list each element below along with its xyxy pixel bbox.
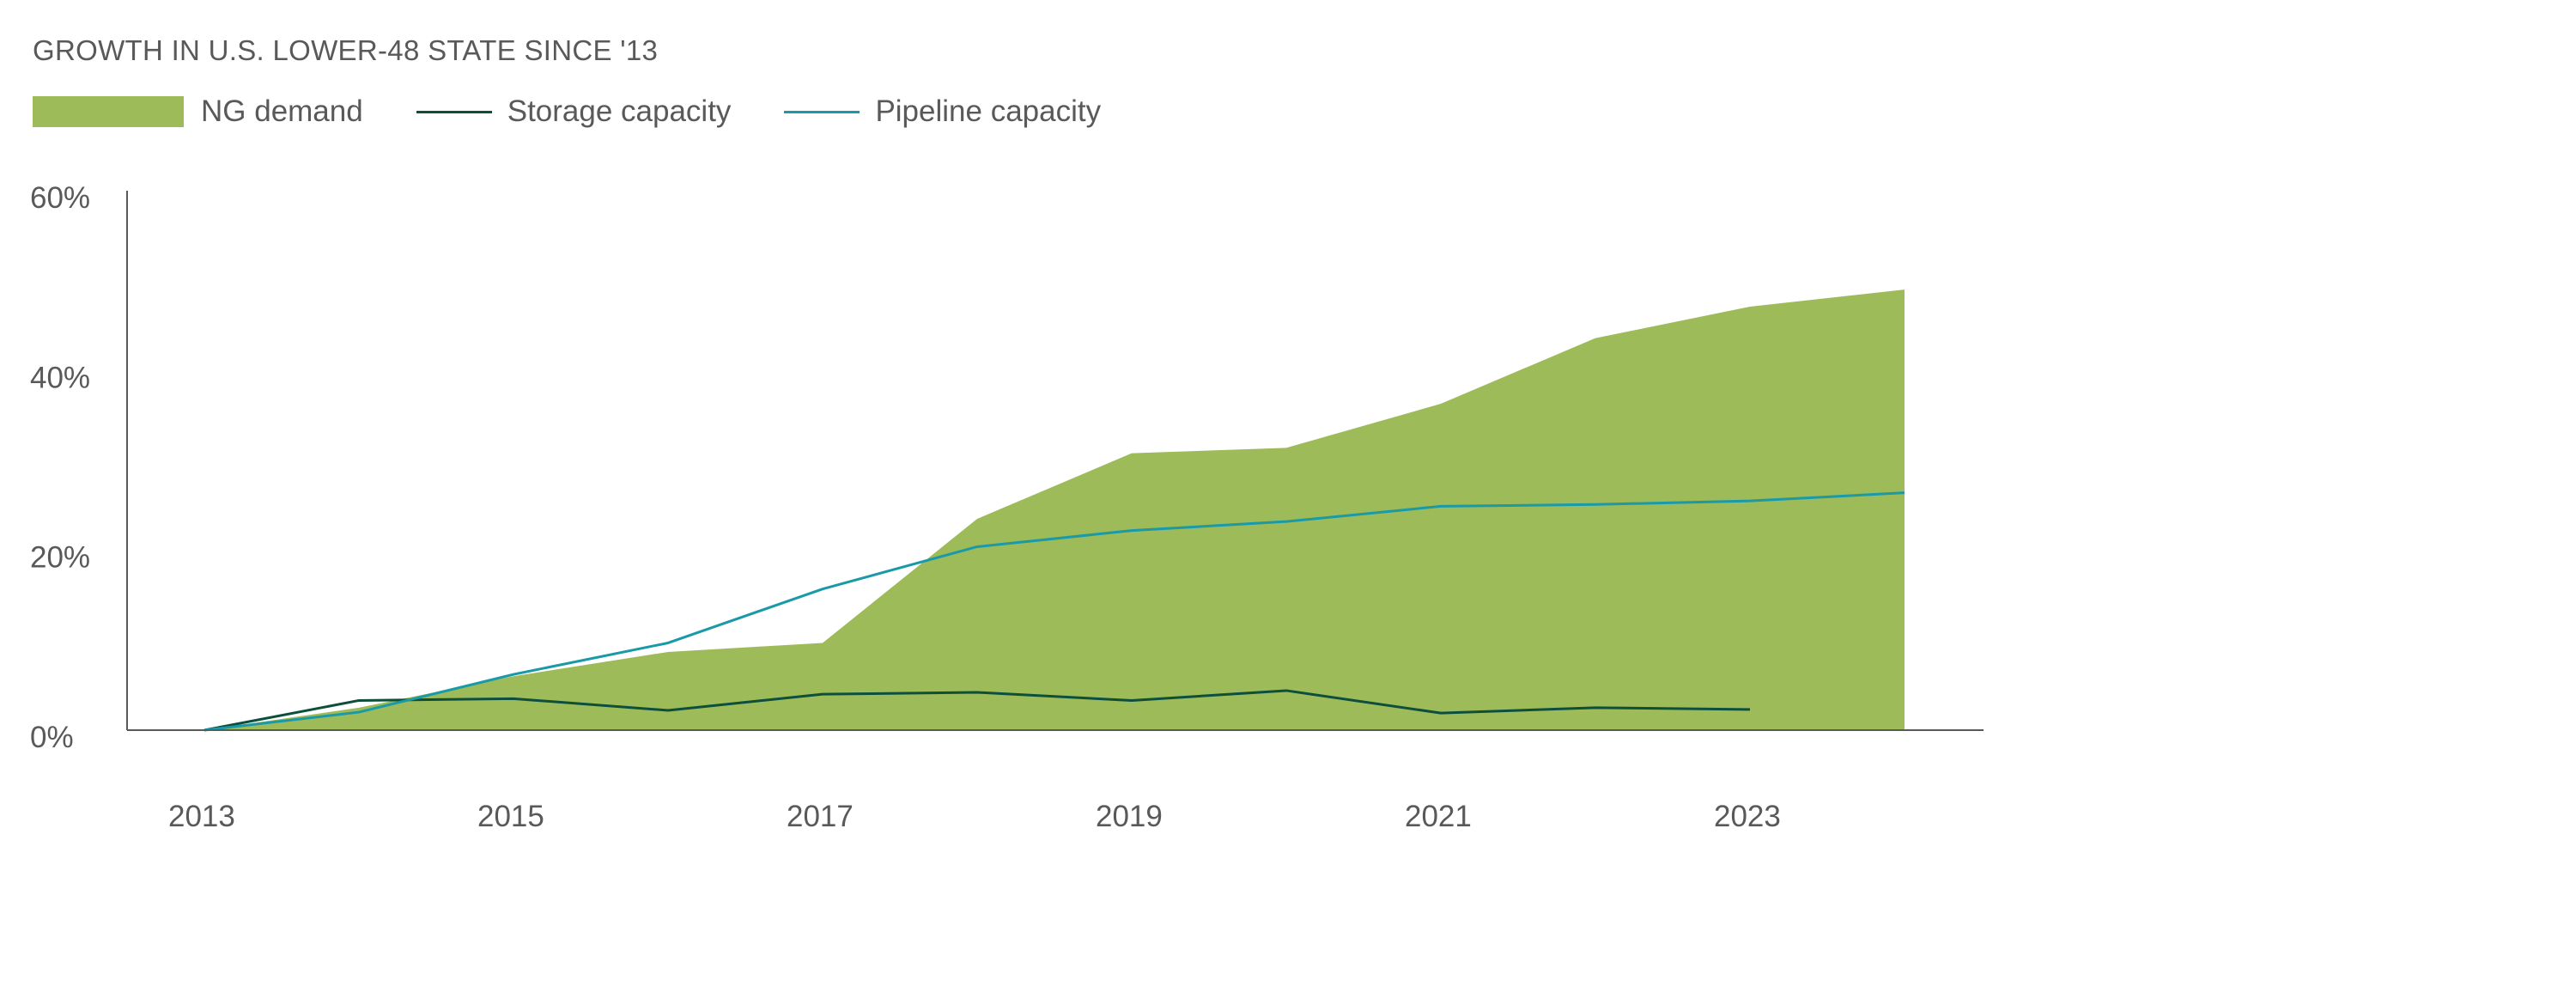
x-tick-label: 2023 <box>1714 800 1781 833</box>
legend-label-storage-capacity: Storage capacity <box>507 94 732 128</box>
y-tick-label: 20% <box>30 541 90 575</box>
x-tick-label: 2015 <box>477 800 544 833</box>
pipeline-capacity-line <box>204 491 1905 732</box>
x-tick-label: 2019 <box>1096 800 1163 833</box>
x-tick-label: 2013 <box>168 800 235 833</box>
y-tick-label: 60% <box>30 181 90 215</box>
storage-capacity-swatch <box>416 110 492 113</box>
ng-demand-swatch <box>33 96 184 127</box>
legend-label-ng-demand: NG demand <box>201 94 363 128</box>
pipeline-capacity-swatch <box>784 110 860 113</box>
legend: NG demand Storage capacity Pipeline capa… <box>33 86 1135 137</box>
x-tick-label: 2021 <box>1405 800 1472 833</box>
ng-demand-area <box>204 289 1905 731</box>
legend-label-pipeline-capacity: Pipeline capacity <box>875 94 1102 128</box>
x-tick-label: 2017 <box>787 800 854 833</box>
legend-item-storage-capacity: Storage capacity <box>398 94 732 129</box>
storage-capacity-line <box>204 689 1751 732</box>
chart-title: GROWTH IN U.S. LOWER-48 STATE SINCE '13 <box>33 34 659 66</box>
y-tick-label: 0% <box>30 721 74 754</box>
y-tick-label: 40% <box>30 361 90 394</box>
legend-item-ng-demand: NG demand <box>33 94 363 129</box>
legend-item-pipeline-capacity: Pipeline capacity <box>765 94 1101 129</box>
